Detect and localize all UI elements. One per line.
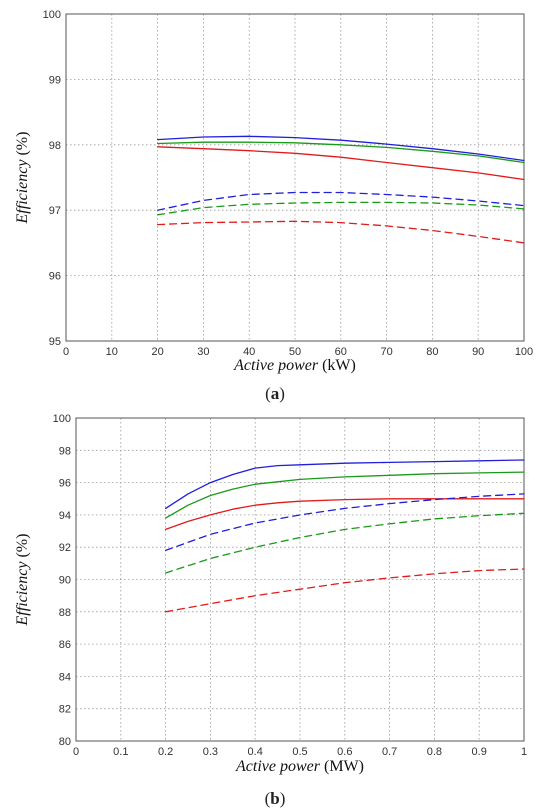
chart-b-series-solid-1 bbox=[164, 471, 525, 519]
chart-a-y-axis-title-unit: (%) bbox=[14, 132, 31, 160]
chart-a-series-dashed-4 bbox=[156, 201, 525, 216]
chart-b-x-tick-label: 0.1 bbox=[113, 746, 128, 758]
chart-a-x-tick-label: 70 bbox=[380, 346, 392, 358]
chart-a-plot-frame bbox=[65, 13, 525, 342]
chart-b-series-dashed-5 bbox=[164, 568, 525, 613]
chart-a-x-tick-label: 0 bbox=[63, 346, 69, 358]
chart-a-series-dashed-5 bbox=[156, 220, 525, 244]
chart-a-x-tick-label: 50 bbox=[289, 346, 301, 358]
caption-b-letter: b bbox=[270, 789, 280, 808]
chart-b-y-tick-label: 98 bbox=[59, 445, 71, 457]
chart-a-svg: 0 10 20 30 40 50 60 70 80 90 100 95 96 97 98 99 100 Activ… bbox=[14, 9, 533, 374]
chart-b: 0 0.1 0.2 0.3 0.4 0.5 0.6 0.7 0.8 0.9 1 80 82 84 86 88 9… bbox=[0, 405, 550, 810]
chart-b-series-solid-0 bbox=[164, 459, 525, 510]
chart-a-x-tick-label: 40 bbox=[243, 346, 255, 358]
chart-b-y-tick-label: 100 bbox=[53, 413, 71, 425]
chart-a-y-axis-title: Efficiency (%) bbox=[14, 132, 31, 225]
chart-a-x-axis-title-main: Active power bbox=[233, 357, 319, 374]
chart-b-x-tick-label: 0 bbox=[73, 746, 79, 758]
chart-a-x-tick-label: 80 bbox=[426, 346, 438, 358]
chart-b-x-tick-label: 0.2 bbox=[158, 746, 173, 758]
chart-a-series-dashed-3 bbox=[156, 191, 525, 211]
chart-a-y-tick-label: 95 bbox=[49, 336, 61, 348]
chart-a-x-tick-label: 100 bbox=[515, 346, 533, 358]
caption-a: (a) bbox=[265, 384, 285, 403]
chart-a-y-tick-label: 100 bbox=[43, 9, 61, 21]
chart-b-x-tick-label: 0.8 bbox=[427, 746, 442, 758]
chart-a-x-tick-label: 10 bbox=[106, 346, 118, 358]
chart-b-x-tick-label: 0.5 bbox=[292, 746, 307, 758]
chart-a-x-tick-label: 20 bbox=[151, 346, 163, 358]
chart-a-y-axis-title-main: Efficiency bbox=[14, 159, 31, 225]
chart-b-x-tick-label: 0.7 bbox=[382, 746, 397, 758]
chart-b-plot-frame bbox=[75, 417, 525, 742]
chart-b-y-axis-title-unit: (%) bbox=[14, 534, 31, 562]
chart-a: 0 10 20 30 40 50 60 70 80 90 100 95 96 97 98 99 100 Activ… bbox=[14, 9, 533, 403]
chart-b-svg: 0 0.1 0.2 0.3 0.4 0.5 0.6 0.7 0.8 0.9 1 80 82 84 86 88 9… bbox=[14, 413, 527, 775]
chart-b-y-tick-label: 92 bbox=[59, 542, 71, 554]
chart-a-y-tick-label: 98 bbox=[49, 140, 61, 152]
chart-b-x-tick-label: 0.6 bbox=[337, 746, 352, 758]
chart-b-y-tick-label: 90 bbox=[59, 575, 71, 587]
chart-b-y-tick-label: 80 bbox=[59, 736, 71, 748]
chart-b-y-tick-label: 86 bbox=[59, 639, 71, 651]
caption-a-letter: a bbox=[270, 384, 280, 403]
chart-a-y-tick-label: 99 bbox=[49, 74, 61, 86]
chart-a-series-solid-1 bbox=[156, 141, 525, 164]
chart-b-y-tick-label: 96 bbox=[59, 478, 71, 490]
chart-a-y-tick-label: 96 bbox=[49, 271, 61, 283]
chart-b-y-tick-label: 88 bbox=[59, 607, 71, 619]
chart-a-y-tick-label: 97 bbox=[49, 205, 61, 217]
chart-b-x-tick-label: 0.3 bbox=[203, 746, 218, 758]
chart-a-x-tick-label: 90 bbox=[472, 346, 484, 358]
chart-b-x-tick-label: 0.9 bbox=[472, 746, 487, 758]
chart-b-x-axis-title: Active power (MW) bbox=[235, 758, 364, 775]
chart-b-x-axis-title-main: Active power bbox=[235, 758, 321, 775]
chart-b-y-tick-label: 82 bbox=[59, 704, 71, 716]
chart-b-x-tick-label: 1 bbox=[521, 746, 527, 758]
chart-a-x-tick-label: 60 bbox=[335, 346, 347, 358]
chart-b-series-dashed-4 bbox=[164, 512, 525, 574]
chart-a-series-solid-0 bbox=[156, 135, 525, 162]
chart-a-x-axis-title-unit: (kW) bbox=[318, 357, 356, 374]
chart-a-x-axis-title: Active power (kW) bbox=[233, 357, 356, 374]
chart-a-x-tick-label: 30 bbox=[197, 346, 209, 358]
chart-b-y-axis-title-main: Efficiency bbox=[14, 561, 31, 627]
chart-b-series-dashed-3 bbox=[164, 493, 525, 552]
chart-a-series-solid-2 bbox=[156, 146, 525, 181]
chart-b-x-tick-label: 0.4 bbox=[248, 746, 263, 758]
caption-b: (b) bbox=[264, 789, 286, 808]
chart-b-x-axis-title-unit: (MW) bbox=[320, 758, 364, 775]
chart-b-y-axis-title: Efficiency (%) bbox=[14, 534, 31, 627]
chart-b-y-tick-label: 94 bbox=[59, 510, 71, 522]
chart-b-y-tick-label: 84 bbox=[59, 671, 71, 683]
